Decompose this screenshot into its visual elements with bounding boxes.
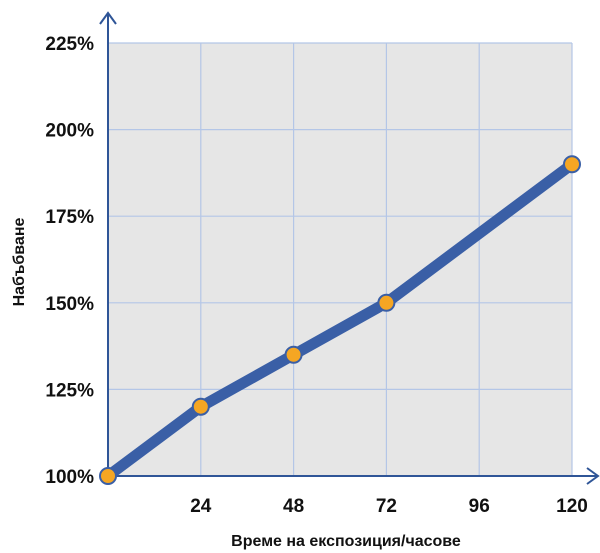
y-tick-label: 150% (45, 294, 94, 315)
x-tick-label: 24 (190, 496, 212, 517)
x-tick-label: 120 (556, 496, 588, 517)
data-point (377, 293, 396, 312)
data-point (284, 345, 303, 364)
grid (108, 42, 573, 476)
y-axis-arrow-icon (99, 11, 117, 25)
x-tick-label: 72 (376, 496, 397, 517)
tick-labels: 24 48 72 96 120 100% 125% 150% 175% 200% 225% (45, 34, 587, 517)
y-tick-label: 225% (45, 34, 94, 55)
data-point (191, 397, 210, 416)
y-tick-label: 175% (45, 207, 94, 228)
data-point (99, 467, 117, 485)
y-axis-title: Набъбване (11, 218, 28, 307)
y-tick-label: 100% (45, 467, 94, 488)
plot-area (108, 43, 572, 476)
data-point (563, 155, 581, 174)
x-tick-label: 48 (283, 496, 304, 517)
axes (99, 11, 600, 485)
y-tick-label: 125% (45, 380, 94, 401)
x-axis-title: Време на експозиция/часове (231, 533, 461, 550)
series-layer (99, 155, 581, 485)
x-tick-label: 96 (469, 496, 490, 517)
y-tick-label: 200% (45, 121, 94, 142)
x-axis-arrow-icon (586, 467, 600, 485)
